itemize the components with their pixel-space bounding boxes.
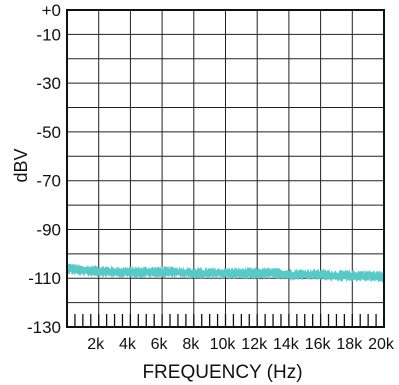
y-tick-label: -10: [36, 25, 61, 44]
plot-frame: [66, 9, 385, 328]
y-tick-label: -50: [36, 123, 61, 142]
y-tick-labels: +0 -10 -30 -50 -70 -90 -110 -130: [27, 1, 61, 337]
x-tick-label: 4k: [119, 336, 137, 353]
x-tick-label: 16k: [305, 336, 332, 353]
y-tick-label: -30: [36, 74, 61, 93]
x-tick-label: 18k: [336, 336, 363, 353]
y-tick-label: +0: [42, 1, 61, 20]
minor-ticks: [74, 314, 377, 327]
y-axis-title: dBV: [11, 148, 31, 182]
y-tick-label: -90: [36, 220, 61, 239]
grid: [67, 9, 385, 328]
x-tick-labels: 2k 4k 6k 8k 10k 12k 14k 16k 18k 20k: [87, 336, 395, 353]
x-tick-label: 14k: [273, 336, 300, 353]
x-tick-label: 12k: [241, 336, 268, 353]
x-axis-title: FREQUENCY (Hz): [142, 362, 302, 383]
y-tick-label: -110: [28, 269, 61, 288]
x-tick-label: 2k: [87, 336, 105, 353]
y-tick-label: -130: [27, 318, 61, 337]
x-tick-label: 20k: [368, 336, 395, 353]
y-tick-label: -70: [36, 172, 61, 191]
x-tick-label: 10k: [210, 336, 237, 353]
x-tick-label: 6k: [151, 336, 169, 353]
x-tick-label: 8k: [182, 336, 200, 353]
